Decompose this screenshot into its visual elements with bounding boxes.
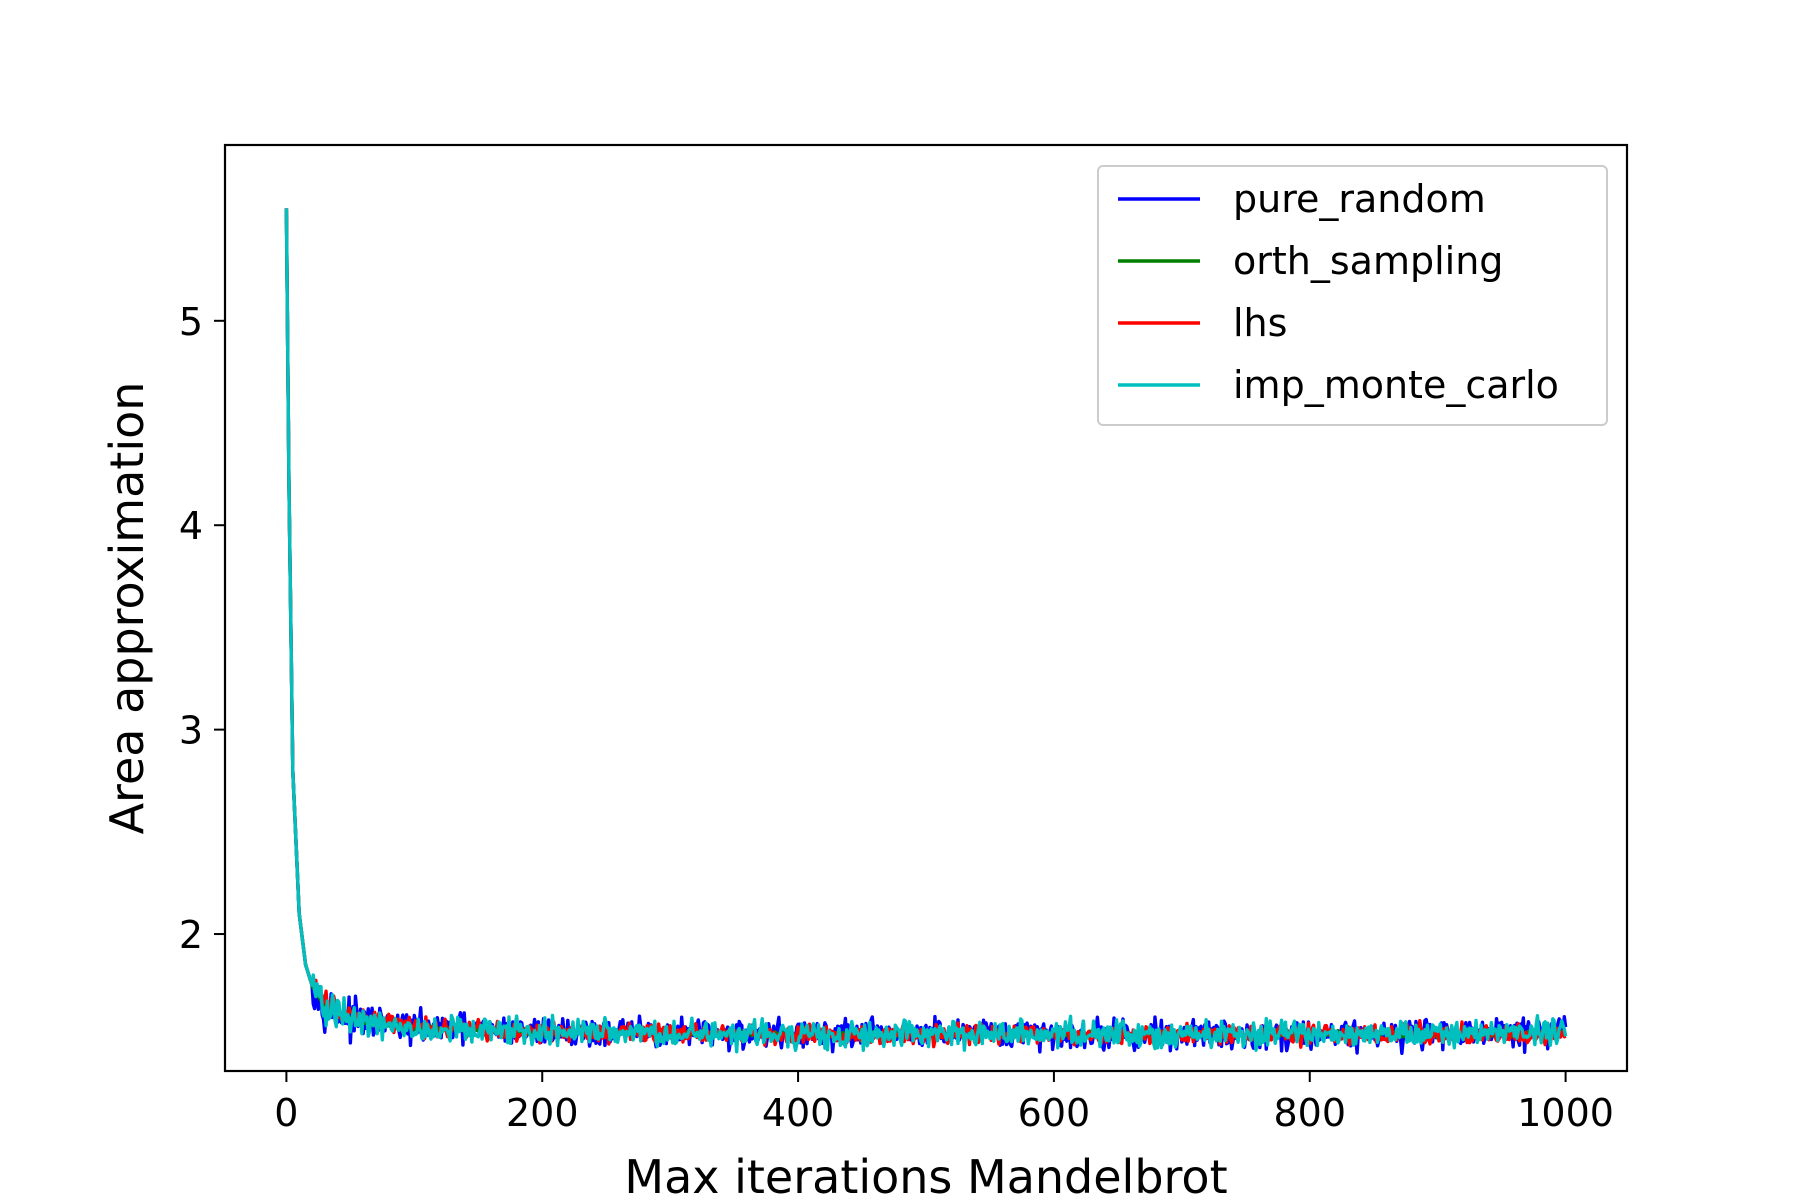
- legend-label-orth-sampling: orth_sampling: [1233, 239, 1503, 283]
- y-tick-label: 4: [179, 504, 203, 548]
- y-tick-label: 2: [179, 913, 203, 957]
- legend-label-lhs: lhs: [1233, 301, 1287, 345]
- x-tick-label: 200: [506, 1091, 579, 1135]
- x-tick-label: 800: [1273, 1091, 1346, 1135]
- x-tick-label: 1000: [1517, 1091, 1614, 1135]
- y-tick-label: 3: [179, 709, 203, 753]
- legend-label-imp-monte-carlo: imp_monte_carlo: [1233, 363, 1559, 407]
- y-axis: 2 3 4 5: [179, 300, 225, 957]
- y-tick-label: 5: [179, 300, 203, 344]
- plot-area-frame: [223, 143, 1629, 1073]
- x-axis: 0 200 400 600 800 1000: [274, 1071, 1614, 1135]
- legend-frame: [1097, 165, 1608, 426]
- series-layer: [284, 208, 1568, 1056]
- x-axis-label: Max iterations Mandelbrot: [624, 1150, 1227, 1200]
- x-tick-label: 0: [274, 1091, 298, 1135]
- x-tick-label: 600: [1018, 1091, 1091, 1135]
- legend-label-pure-random: pure_random: [1233, 177, 1486, 221]
- y-axis-label: Area approximation: [100, 382, 154, 835]
- x-tick-label: 400: [762, 1091, 835, 1135]
- series-line-imp-monte-carlo: [284, 208, 1568, 1054]
